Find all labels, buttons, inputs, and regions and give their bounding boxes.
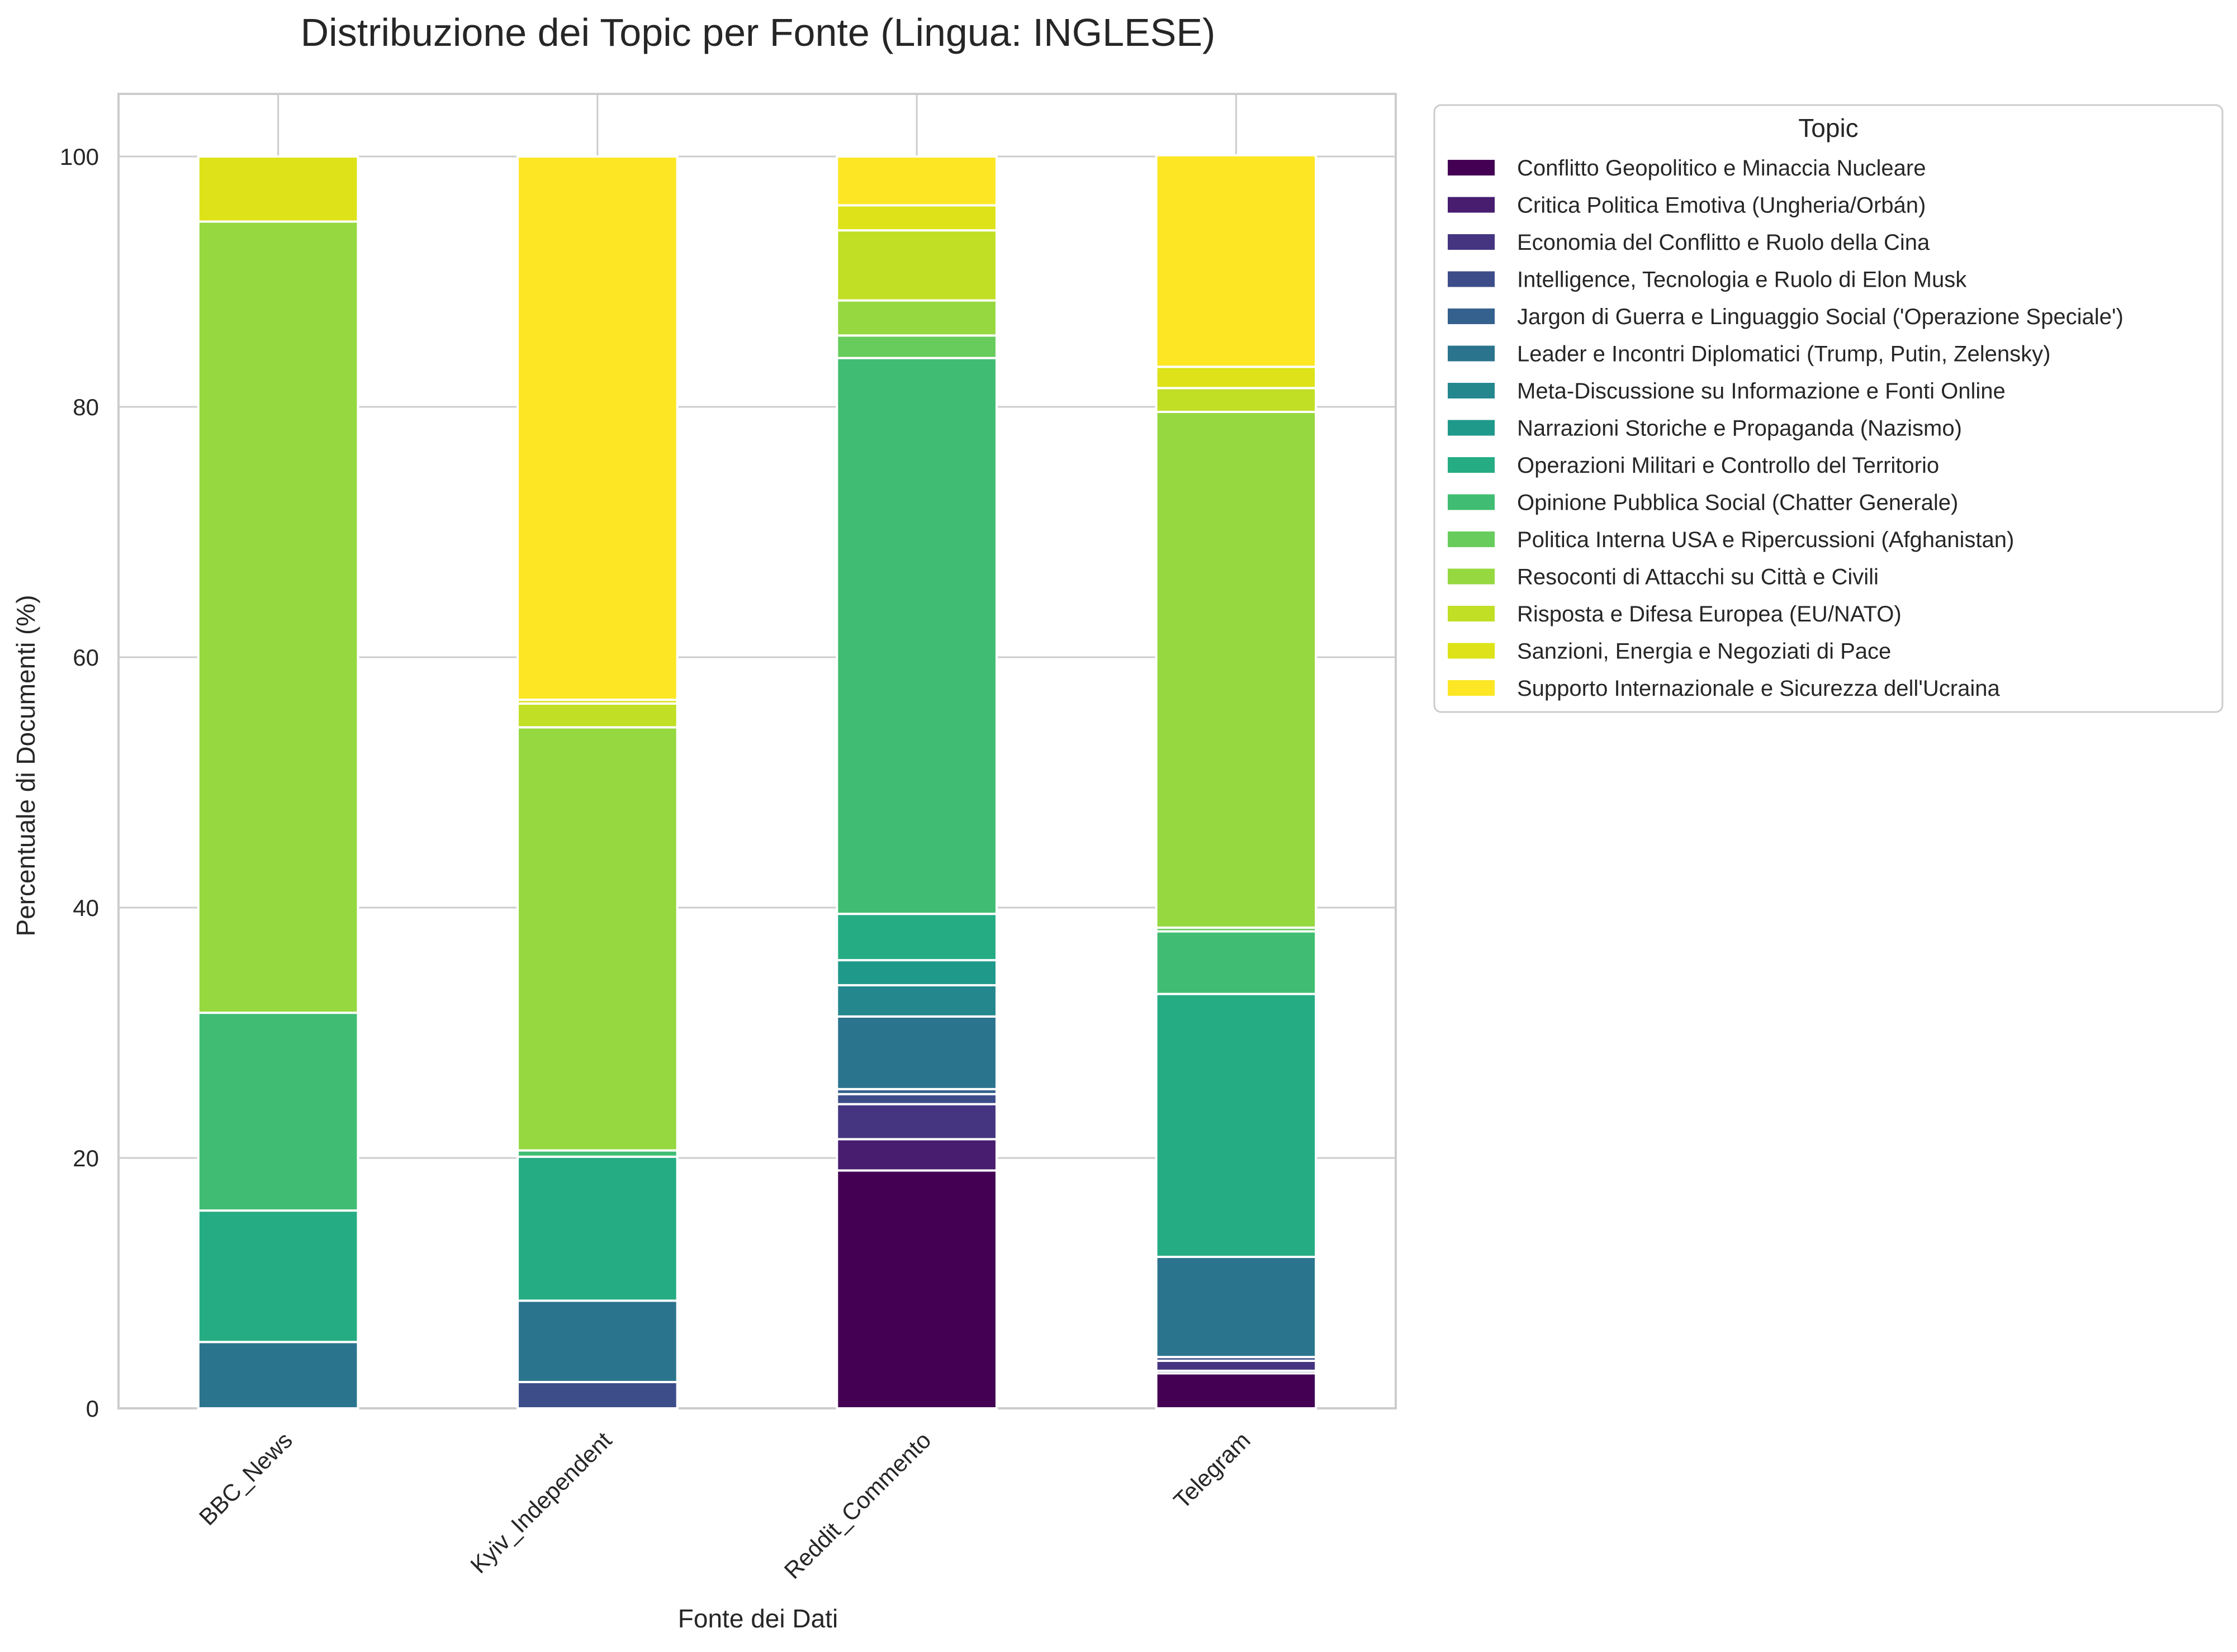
legend-label: Supporto Internazionale e Sicurezza dell… bbox=[1517, 676, 2000, 701]
legend-label: Jargon di Guerra e Linguaggio Social ('O… bbox=[1517, 305, 2124, 329]
legend: Topic Conflitto Geopolitico e Minaccia N… bbox=[1433, 104, 2224, 713]
legend-label: Resoconti di Attacchi su Città e Civili bbox=[1517, 565, 1879, 590]
bar-segment bbox=[197, 1012, 359, 1212]
legend-swatch bbox=[1448, 234, 1495, 250]
x-tick-label: Telegram bbox=[1168, 1427, 1255, 1513]
bar-segment bbox=[836, 229, 998, 302]
bar-segment bbox=[836, 1169, 998, 1409]
legend-items: Conflitto Geopolitico e Minaccia Nuclear… bbox=[1448, 156, 2124, 701]
bar-segment bbox=[836, 357, 998, 915]
legend-swatch bbox=[1448, 160, 1495, 175]
bar-segment bbox=[516, 702, 679, 729]
bar-segment bbox=[836, 204, 998, 232]
bar-segment bbox=[197, 220, 359, 1014]
bar-segment bbox=[1155, 410, 1317, 929]
bar-segment bbox=[836, 959, 998, 986]
bar-segment bbox=[1155, 1372, 1317, 1410]
legend-label: Critica Politica Emotiva (Ungheria/Orbán… bbox=[1517, 193, 1926, 218]
legend-swatch bbox=[1448, 568, 1495, 585]
legend-label: Operazioni Militari e Controllo del Terr… bbox=[1517, 453, 1939, 478]
y-tick-label: 100 bbox=[60, 144, 99, 170]
bar-segment bbox=[1155, 930, 1317, 995]
bar-segment bbox=[516, 1155, 679, 1302]
legend-label: Risposta e Difesa Europea (EU/NATO) bbox=[1517, 602, 1902, 626]
bar-segment bbox=[836, 913, 998, 962]
legend-label: Economia del Conflitto e Ruolo della Cin… bbox=[1517, 230, 1930, 255]
y-tick-label: 40 bbox=[73, 895, 99, 921]
legend-swatch bbox=[1448, 345, 1495, 362]
bar-segment bbox=[516, 1299, 679, 1383]
bar-segment bbox=[836, 1103, 998, 1141]
legend-label: Leader e Incontri Diplomatici (Trump, Pu… bbox=[1517, 342, 2050, 367]
bar-segment bbox=[1155, 1255, 1317, 1359]
legend-swatch bbox=[1448, 494, 1495, 510]
plot-area: 0 20 40 60 80 100 BBC_News Kyiv_Independent Redd… bbox=[60, 93, 1397, 1584]
bar-segment bbox=[516, 1380, 679, 1409]
y-tick-label: 80 bbox=[73, 394, 99, 420]
bar-segment bbox=[197, 1209, 359, 1344]
y-tick-label: 60 bbox=[73, 644, 99, 671]
legend-label: Narrazioni Storiche e Propaganda (Nazism… bbox=[1517, 416, 1962, 441]
x-tick-label: BBC_News bbox=[194, 1427, 297, 1530]
chart-title: Distribuzione dei Topic per Fonte (Lingu… bbox=[301, 11, 1216, 54]
bar-segment bbox=[836, 1015, 998, 1090]
legend-swatch bbox=[1448, 197, 1495, 213]
bar-segment bbox=[1155, 365, 1317, 390]
bar-segment bbox=[836, 1093, 998, 1105]
legend-label: Conflitto Geopolitico e Minaccia Nuclear… bbox=[1517, 156, 1926, 181]
legend-label: Sanzioni, Energia e Negoziati di Pace bbox=[1517, 639, 1891, 664]
x-tick-label: Kyiv_Independent bbox=[465, 1427, 617, 1578]
bar-segment bbox=[197, 1341, 359, 1410]
bar-segment bbox=[836, 334, 998, 359]
y-axis-label: Percentuale di Documenti (%) bbox=[11, 595, 40, 936]
bar-segment bbox=[836, 155, 998, 207]
legend-swatch bbox=[1448, 606, 1495, 621]
legend-label: Intelligence, Tecnologia e Ruolo di Elon… bbox=[1517, 268, 1967, 292]
x-tick-label: Reddit_Commento bbox=[779, 1427, 936, 1584]
y-tick-label: 20 bbox=[73, 1145, 99, 1171]
bar-segment bbox=[836, 984, 998, 1018]
bar-segment bbox=[1155, 387, 1317, 413]
bar-segment bbox=[516, 155, 679, 701]
x-axis-label: Fonte dei Dati bbox=[678, 1604, 838, 1633]
legend-swatch bbox=[1448, 308, 1495, 324]
legend-label: Meta-Discussione su Informazione e Fonti… bbox=[1517, 379, 2006, 403]
bar-segment bbox=[1155, 154, 1317, 368]
legend-swatch bbox=[1448, 643, 1495, 659]
bar-segment bbox=[836, 1138, 998, 1172]
legend-swatch bbox=[1448, 420, 1495, 436]
bar-segment bbox=[516, 726, 679, 1152]
legend-swatch bbox=[1448, 271, 1495, 287]
legend-swatch bbox=[1448, 680, 1495, 696]
legend-label: Opinione Pubblica Social (Chatter Genera… bbox=[1517, 491, 1958, 515]
y-tick-label: 0 bbox=[86, 1395, 99, 1422]
legend-swatch bbox=[1448, 531, 1495, 547]
legend-swatch bbox=[1448, 457, 1495, 473]
legend-label: Politica Interna USA e Ripercussioni (Af… bbox=[1517, 528, 2014, 552]
bar-segment bbox=[197, 155, 359, 223]
bar-segment bbox=[836, 299, 998, 337]
bar-segment bbox=[1155, 1359, 1317, 1372]
legend-title: Topic bbox=[1798, 113, 1858, 143]
legend-swatch bbox=[1448, 383, 1495, 398]
bar-segment bbox=[1155, 993, 1317, 1258]
legend-frame bbox=[1433, 104, 2224, 713]
